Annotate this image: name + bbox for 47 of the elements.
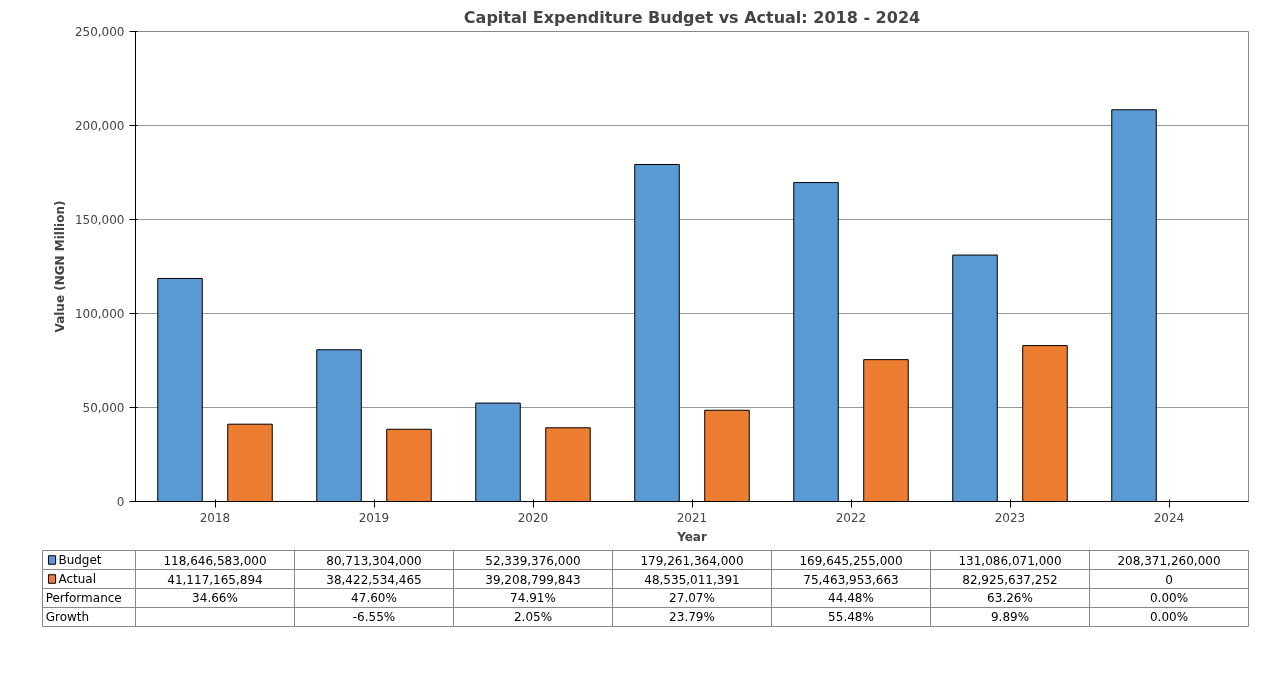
text: 74.91% (510, 591, 556, 605)
y-tick-label: 50,000 (82, 401, 125, 415)
x-tick-label: 2022 (835, 510, 867, 525)
text: 131,086,071,000 (958, 553, 1062, 568)
text: 52,339,376,000 (485, 553, 581, 568)
text: 179,261,364,000 (640, 553, 744, 568)
text: 208,371,260,000 (1117, 553, 1221, 568)
x-tick-label: 2023 (994, 510, 1026, 525)
text: 55.48% (828, 610, 874, 624)
x-tick-label: 2024 (1153, 510, 1185, 525)
y-tick-label: 100,000 (74, 307, 125, 321)
text: 2.05% (513, 610, 553, 624)
text: 48,535,011,391 (644, 572, 740, 587)
x-axis-title: Year (676, 529, 707, 544)
text: 63.26% (987, 591, 1033, 605)
y-tick-label: 250,000 (74, 25, 125, 39)
text: 41,117,165,894 (167, 572, 263, 587)
text: 118,646,583,000 (163, 553, 267, 568)
text: 23.79% (669, 610, 715, 624)
text: 169,645,255,000 (799, 553, 903, 568)
legend-label: Budget (58, 553, 102, 567)
text: 9.89% (990, 610, 1030, 624)
text: 44.48% (828, 591, 874, 605)
text: 34.66% (192, 591, 238, 605)
chart-title: Capital Expenditure Budget vs Actual: 2018 - 2024 (463, 7, 921, 27)
text: Growth (45, 610, 90, 624)
text: Performance (45, 591, 122, 605)
text: 82,925,637,252 (962, 572, 1058, 587)
text: 27.07% (669, 591, 715, 605)
text: 0.00% (1149, 610, 1189, 624)
text: 80,713,304,000 (326, 553, 422, 568)
text: 0.00% (1149, 591, 1189, 605)
text: 47.60% (351, 591, 397, 605)
x-tick-label: 2020 (517, 510, 549, 525)
text: 39,208,799,843 (485, 572, 581, 587)
text: 38,422,534,465 (326, 572, 422, 587)
legend-label: Actual (58, 572, 96, 586)
x-tick-label: 2019 (358, 510, 390, 525)
y-tick-label: 150,000 (74, 213, 125, 227)
x-tick-label: 2021 (676, 510, 708, 525)
y-tick-label: 200,000 (74, 119, 125, 133)
x-tick-label: 2018 (199, 510, 231, 525)
text: 0 (1165, 572, 1173, 587)
text: 75,463,953,663 (803, 572, 899, 587)
text: -6.55% (352, 610, 396, 624)
y-axis-title: Value (NGN Million) (52, 200, 67, 333)
y-tick-label: 0 (116, 495, 125, 509)
